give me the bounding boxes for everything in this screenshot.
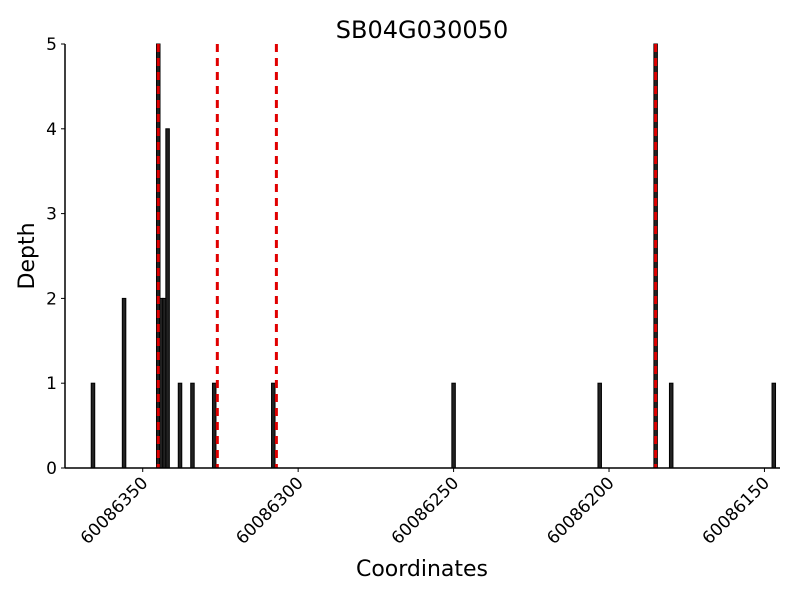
- x-axis-label: Coordinates: [356, 557, 488, 582]
- bar-10: [451, 382, 456, 469]
- bar-5: [165, 128, 170, 469]
- y-tick-label-3: 3: [46, 205, 57, 225]
- bar-0: [90, 382, 96, 469]
- bar-14: [771, 382, 777, 469]
- bar-8: [211, 382, 217, 469]
- y-tick-label-5: 5: [46, 35, 57, 55]
- bar-9: [271, 382, 276, 469]
- y-tick-label-2: 2: [46, 289, 57, 309]
- y-tick-label-0: 0: [46, 459, 57, 479]
- x-ticks: 60086350 60086300 60086250 60086200 60086150: [77, 468, 774, 549]
- axes-layer: [64, 44, 780, 469]
- chart-title: SB04G030050: [336, 16, 508, 44]
- x-tick-label-4: 60086150: [699, 473, 774, 548]
- bars-layer: [90, 43, 777, 469]
- x-tick-label-2: 60086250: [388, 473, 463, 548]
- vlines-layer: [156, 44, 658, 468]
- y-axis-label: Depth: [15, 222, 40, 289]
- y-tick-label-1: 1: [46, 374, 57, 394]
- bar-13: [668, 382, 674, 469]
- x-tick-label-3: 60086200: [543, 473, 618, 548]
- y-tick-label-4: 4: [46, 120, 57, 140]
- bar-11: [597, 382, 602, 469]
- bar-7: [190, 382, 195, 469]
- bar-6: [177, 382, 183, 469]
- bar-1: [121, 297, 127, 469]
- x-tick-label-0: 60086350: [77, 473, 152, 548]
- x-tick-label-1: 60086300: [232, 473, 307, 548]
- y-ticks: 0 1 2 3 4 5: [46, 35, 65, 479]
